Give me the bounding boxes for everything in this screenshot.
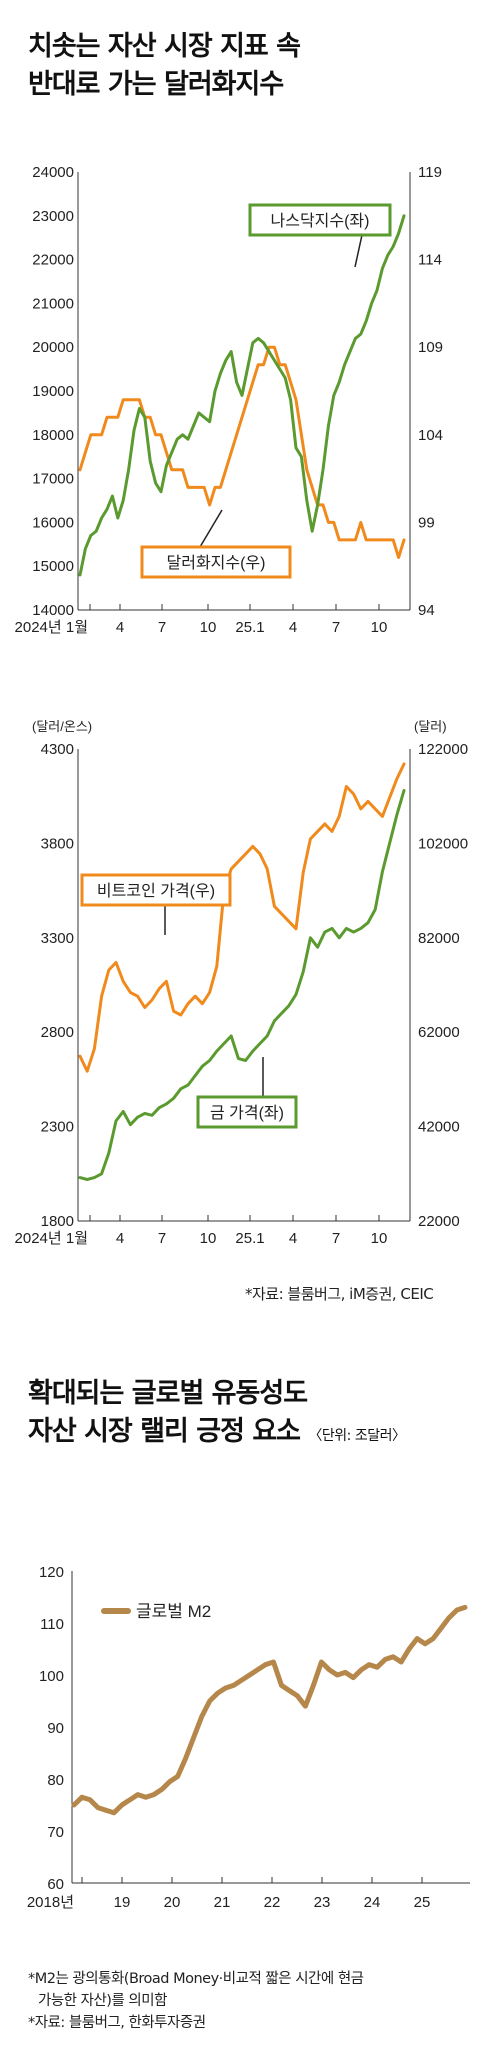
chart1-source: *자료: 블룸버그, iM증권, CEIC — [245, 1285, 434, 1303]
x-tick-label: 25 — [414, 1894, 431, 1911]
series-line-green — [78, 214, 406, 577]
series-label-green: 나스닥지수(좌) — [271, 212, 370, 230]
left-tick-label: 3300 — [41, 930, 74, 947]
left-tick-label: 2300 — [41, 1119, 74, 1136]
series-label-green: 금 가격(좌) — [210, 1104, 284, 1122]
right-axis-unit: (달러) — [414, 719, 447, 734]
left-tick-label: 2800 — [41, 1024, 74, 1041]
label-leader-line — [199, 509, 223, 548]
right-tick-label: 114 — [418, 252, 442, 269]
m2-note-line1: *M2는 광의통화(Broad Money·비교적 짧은 시간에 현금 — [28, 1971, 364, 1987]
left-tick-label: 3800 — [41, 835, 74, 852]
x-tick-label: 4 — [289, 619, 297, 636]
series-label-box — [196, 1095, 298, 1129]
x-tick-label: 7 — [332, 1230, 340, 1247]
right-tick-label: 82000 — [418, 930, 460, 947]
x-tick-label: 2018년 — [27, 1894, 74, 1911]
left-tick-label: 1800 — [41, 1213, 74, 1230]
x-tick-label: 7 — [158, 1230, 166, 1247]
x-tick-label: 2024년 1월 — [15, 1230, 88, 1247]
chart3-source: *자료: 블룸버그, 한화투자증권 — [28, 2015, 206, 2031]
x-tick-label: 10 — [371, 619, 388, 636]
left-axis-unit: (달러/온스) — [32, 719, 92, 734]
right-tick-label: 102000 — [418, 835, 468, 852]
series-label-orange: 비트코인 가격(우) — [97, 882, 215, 900]
x-tick-label: 2024년 1월 — [15, 619, 88, 636]
x-tick-label: 7 — [332, 619, 340, 636]
right-tick-label: 42000 — [418, 1119, 460, 1136]
series-label-orange: 달러화지수(우) — [167, 554, 266, 572]
left-tick-label: 19000 — [32, 383, 74, 400]
series-line-green — [78, 789, 406, 1181]
series-label-box — [248, 203, 392, 237]
left-tick-label: 16000 — [32, 514, 74, 531]
left-tick-label: 22000 — [32, 252, 74, 269]
series-label-box — [80, 873, 232, 907]
chart1-title: 치솟는 자산 시장 지표 속 반대로 가는 달러화지수 — [28, 28, 301, 104]
right-tick-label: 109 — [418, 339, 443, 356]
chart3-title-line2-text: 자산 시장 랠리 긍정 요소 — [28, 1416, 301, 1447]
x-tick-label: 20 — [164, 1894, 181, 1911]
chart3-unit-note: 〈단위: 조달러〉 — [308, 1428, 406, 1444]
x-tick-label: 23 — [314, 1894, 331, 1911]
x-tick-label: 7 — [158, 619, 166, 636]
left-tick-label: 18000 — [32, 427, 74, 444]
series-label-box — [140, 545, 292, 579]
x-tick-label: 25.1 — [235, 1230, 264, 1247]
legend-label: 글로벌 M2 — [136, 1602, 211, 1621]
left-tick-label: 14000 — [32, 602, 74, 619]
left-tick-label: 17000 — [32, 471, 74, 488]
y-tick-label: 100 — [39, 1668, 64, 1685]
right-tick-label: 22000 — [418, 1213, 460, 1230]
x-tick-label: 10 — [371, 1230, 388, 1247]
chart1-title-line2: 반대로 가는 달러화지수 — [28, 69, 284, 100]
series-line-orange — [78, 762, 406, 1073]
left-tick-label: 21000 — [32, 295, 74, 312]
chart3-title: 확대되는 글로벌 유동성도 자산 시장 랠리 긍정 요소 〈단위: 조달러〉 — [28, 1375, 406, 1455]
right-tick-label: 99 — [418, 514, 435, 531]
right-tick-label: 104 — [418, 427, 443, 444]
x-tick-label: 22 — [264, 1894, 281, 1911]
x-tick-label: 25.1 — [235, 619, 264, 636]
y-tick-label: 60 — [47, 1876, 64, 1893]
left-tick-label: 4300 — [41, 741, 74, 758]
x-tick-label: 19 — [114, 1894, 131, 1911]
x-tick-label: 21 — [214, 1894, 231, 1911]
x-tick-label: 10 — [200, 1230, 217, 1247]
y-tick-label: 90 — [47, 1720, 64, 1737]
right-tick-label: 94 — [418, 602, 435, 619]
x-tick-label: 10 — [200, 619, 217, 636]
right-tick-label: 119 — [418, 164, 442, 181]
left-tick-label: 20000 — [32, 339, 74, 356]
right-tick-label: 122000 — [418, 741, 468, 758]
x-tick-label: 24 — [364, 1894, 381, 1911]
left-tick-label: 15000 — [32, 558, 74, 575]
x-tick-label: 4 — [289, 1230, 297, 1247]
gold-bitcoin-chart: 4300 3800 3300 2800 2300 1800 122000 102000 8200… — [15, 719, 469, 1247]
chart3-title-line2: 자산 시장 랠리 긍정 요소 〈단위: 조달러〉 — [28, 1413, 406, 1455]
left-tick-label: 23000 — [32, 208, 74, 225]
chart3-notes: *M2는 광의통화(Broad Money·비교적 짧은 시간에 현금 가능한 … — [28, 1968, 364, 2034]
chart1-title-line1: 치솟는 자산 시장 지표 속 — [28, 31, 301, 62]
right-tick-label: 62000 — [418, 1024, 460, 1041]
y-tick-label: 80 — [47, 1772, 64, 1789]
x-tick-label: 4 — [116, 619, 124, 636]
y-tick-label: 110 — [40, 1616, 64, 1633]
x-tick-label: 4 — [116, 1230, 124, 1247]
global-m2-line — [71, 1604, 468, 1816]
left-tick-label: 24000 — [32, 164, 74, 181]
label-leader-line — [354, 234, 363, 268]
y-tick-label: 70 — [47, 1824, 64, 1841]
m2-note-line2: 가능한 자산)를 의미함 — [38, 1993, 167, 2009]
series-line-orange — [78, 345, 406, 559]
y-tick-label: 120 — [39, 1564, 64, 1581]
nasdaq-dollar-chart: 24000 23000 22000 21000 20000 19000 18000 17000… — [15, 164, 444, 636]
chart3-title-line1: 확대되는 글로벌 유동성도 — [28, 1378, 308, 1409]
